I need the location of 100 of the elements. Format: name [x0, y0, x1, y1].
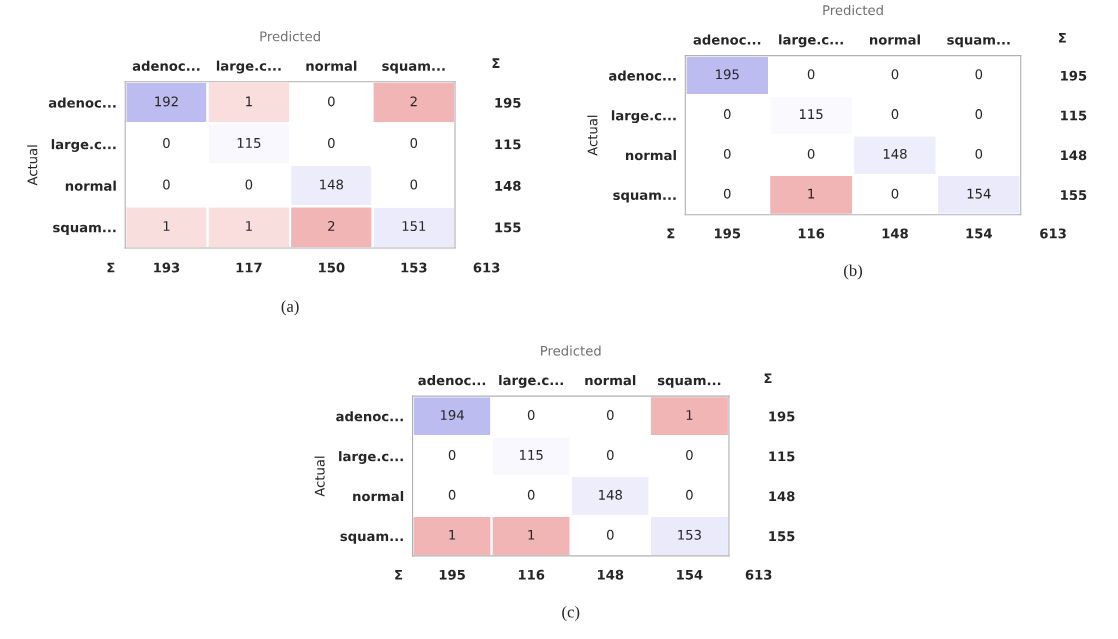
- data-label: 0: [163, 137, 170, 148]
- y-tick-label: squam...: [53, 224, 116, 235]
- y2-tick-label: 195: [769, 411, 795, 422]
- data-label: 0: [723, 109, 731, 120]
- text: 148: [882, 228, 908, 239]
- data-label: 148: [599, 489, 622, 500]
- text: (c): [562, 605, 580, 621]
- y-axis-title: Actual: [314, 456, 325, 497]
- text: Σ: [107, 262, 115, 273]
- x-tick-label: normal: [306, 60, 357, 71]
- data-label: 0: [328, 96, 335, 107]
- data-label: 0: [527, 410, 535, 420]
- x-axis-title: Predicted: [823, 4, 883, 16]
- text: 193: [154, 262, 180, 273]
- text: 148: [598, 569, 624, 580]
- data-label: 1: [246, 96, 252, 107]
- y2-tick-label: 155: [495, 222, 521, 233]
- y2-tick-label: 115: [495, 139, 521, 150]
- x-tick-label: large.c...: [779, 34, 843, 48]
- y-axis-title: Actual: [27, 145, 38, 186]
- y2-tick-label: 148: [1061, 150, 1087, 161]
- data-label: 1: [686, 410, 693, 420]
- data-label: 0: [448, 449, 456, 460]
- text: 153: [401, 262, 427, 273]
- data-label: 0: [410, 137, 418, 148]
- x-tick-label: squam...: [657, 377, 721, 388]
- x-axis-title: Predicted: [541, 345, 601, 356]
- data-label: 192: [155, 96, 178, 107]
- data-label: 1: [528, 529, 535, 540]
- data-label: 1: [163, 221, 170, 231]
- data-label: 151: [402, 221, 426, 231]
- data-label: 0: [606, 529, 614, 540]
- text: 613: [473, 262, 500, 273]
- data-label: 0: [807, 69, 815, 80]
- y-tick-label: large.c...: [611, 110, 676, 124]
- data-label: 115: [520, 450, 543, 460]
- text: Σ: [492, 58, 500, 68]
- data-label: 1: [808, 188, 815, 199]
- data-label: 2: [410, 96, 417, 107]
- text: Σ: [667, 228, 675, 239]
- text: Σ: [764, 373, 772, 384]
- text: 195: [439, 569, 465, 580]
- text: 613: [1040, 228, 1066, 239]
- x-tick-label: squam...: [947, 37, 1010, 48]
- data-label: 0: [686, 489, 693, 500]
- data-label: 0: [975, 148, 983, 159]
- x-tick-label: squam...: [382, 63, 445, 74]
- x-tick-label: large.c...: [216, 60, 281, 74]
- x-tick-label: adenoc...: [418, 375, 486, 386]
- x-tick-label: adenoc...: [693, 34, 761, 45]
- x-tick-label: normal: [585, 375, 636, 386]
- data-label: 1: [246, 221, 252, 231]
- text: 117: [236, 262, 262, 273]
- y-tick-label: adenoc...: [336, 411, 403, 422]
- data-label: 0: [891, 109, 899, 120]
- data-label: 0: [527, 489, 535, 500]
- y2-tick-label: 195: [1061, 70, 1087, 81]
- data-label: 115: [237, 138, 261, 148]
- data-label: 195: [716, 69, 739, 80]
- y2-tick-label: 155: [1061, 190, 1087, 201]
- data-label: 0: [723, 148, 731, 159]
- text: (a): [281, 300, 299, 316]
- data-label: 0: [328, 137, 335, 148]
- data-label: 0: [686, 449, 693, 460]
- data-label: 2: [328, 221, 335, 231]
- y2-tick-label: 155: [769, 531, 795, 542]
- y-tick-label: normal: [353, 491, 404, 502]
- y-tick-label: adenoc...: [608, 70, 676, 81]
- y-tick-label: squam...: [613, 192, 676, 203]
- y-tick-label: squam...: [340, 533, 403, 544]
- data-label: 0: [975, 69, 983, 80]
- text: Σ: [395, 569, 403, 580]
- text: 613: [745, 569, 772, 580]
- data-label: 0: [975, 109, 983, 120]
- y-tick-label: normal: [625, 150, 676, 161]
- data-label: 0: [606, 410, 614, 420]
- x-tick-label: large.c...: [499, 374, 563, 388]
- x-axis-title: Predicted: [260, 31, 320, 42]
- text: 195: [714, 228, 741, 239]
- data-label: 0: [807, 148, 815, 159]
- data-label: 154: [967, 188, 991, 199]
- y-axis-title: Actual: [587, 115, 598, 156]
- y-tick-label: large.c...: [51, 139, 116, 152]
- text: 154: [677, 569, 703, 580]
- data-label: 0: [448, 489, 456, 500]
- y2-tick-label: 115: [1061, 110, 1087, 121]
- data-label: 153: [678, 529, 701, 540]
- y-tick-label: normal: [65, 180, 116, 191]
- data-label: 0: [891, 188, 899, 199]
- data-label: 0: [606, 449, 614, 460]
- y2-tick-label: 195: [495, 97, 521, 108]
- text: Σ: [1059, 32, 1066, 43]
- data-label: 194: [440, 410, 464, 420]
- data-label: 148: [320, 179, 344, 190]
- data-label: 0: [891, 69, 899, 80]
- text: 154: [966, 228, 992, 239]
- data-label: 148: [883, 148, 907, 159]
- text: 150: [319, 262, 345, 273]
- data-label: 0: [723, 188, 731, 199]
- x-tick-label: adenoc...: [132, 60, 200, 71]
